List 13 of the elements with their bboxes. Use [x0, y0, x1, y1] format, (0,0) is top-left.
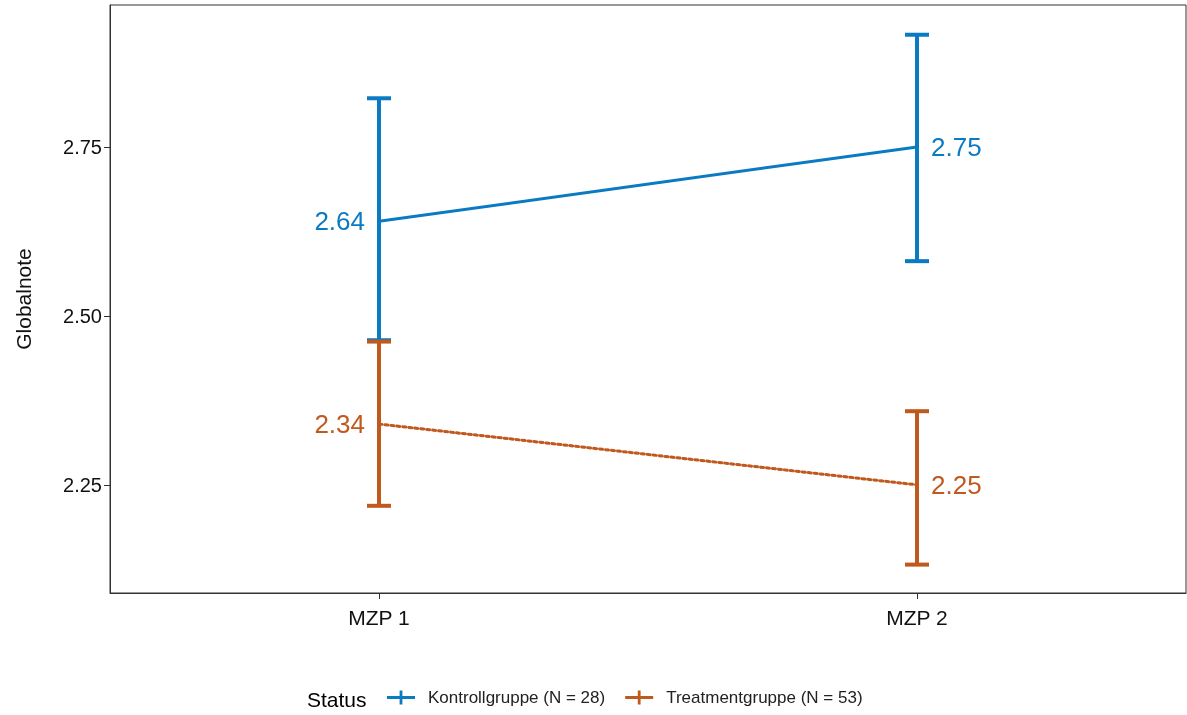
legend-title: Status: [307, 688, 367, 711]
data-label: 2.34: [314, 409, 365, 440]
x-tick-label: MZP 2: [886, 606, 948, 629]
data-label: 2.64: [314, 206, 365, 237]
y-tick-label: 2.75: [63, 135, 102, 158]
y-tick-label: 2.50: [63, 304, 102, 327]
y-tick-label: 2.25: [63, 473, 102, 496]
data-label: 2.25: [931, 469, 982, 500]
data-label: 2.75: [931, 131, 982, 162]
legend-label: Treatmentgruppe (N = 53): [666, 688, 863, 707]
x-tick-label: MZP 1: [348, 606, 410, 629]
legend-label: Kontrollgruppe (N = 28): [428, 688, 606, 707]
y-axis-title: Globalnote: [12, 248, 35, 350]
